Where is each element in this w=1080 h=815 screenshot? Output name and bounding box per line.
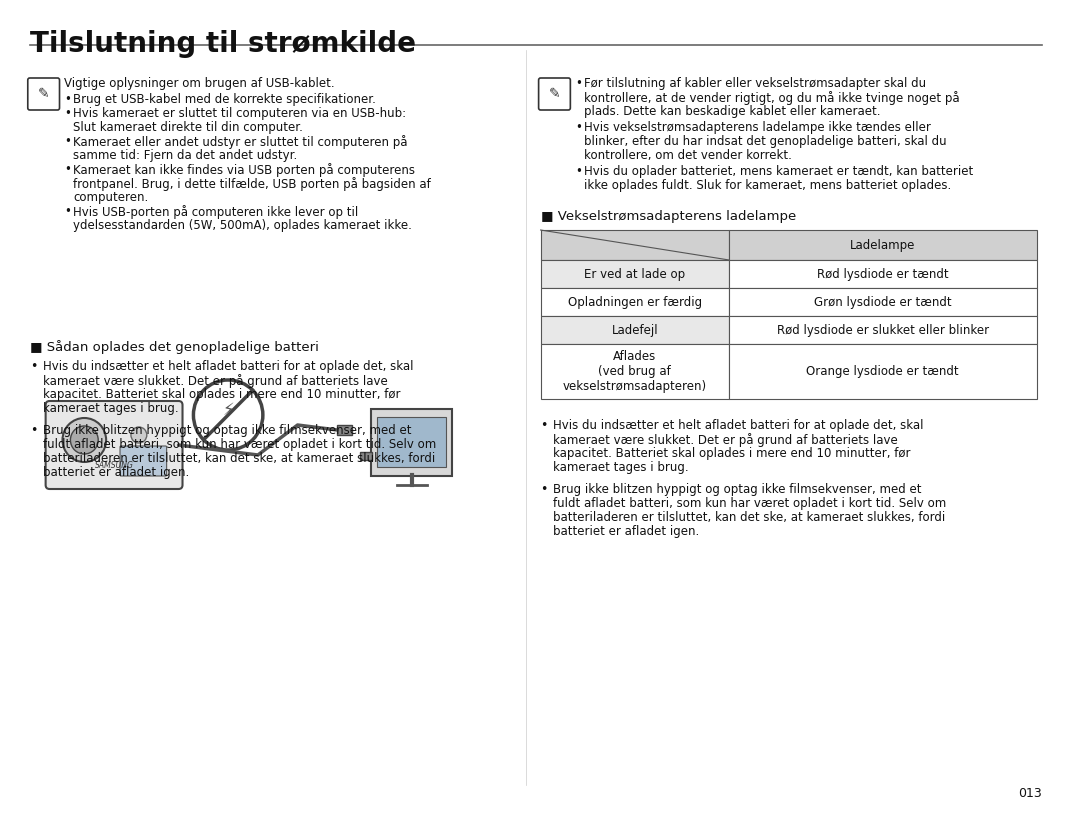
Text: kameraet være slukket. Det er på grund af batteriets lave: kameraet være slukket. Det er på grund a… [42, 374, 388, 388]
Text: •: • [576, 165, 582, 178]
Text: ■ Vekselstrømsadapterens ladelampe: ■ Vekselstrømsadapterens ladelampe [541, 210, 796, 223]
Text: frontpanel. Brug, i dette tilfælde, USB porten på bagsiden af: frontpanel. Brug, i dette tilfælde, USB … [73, 177, 431, 191]
Bar [729, 344, 1037, 399]
Text: Aflades
(ved brug af
vekselstrømsadapteren): Aflades (ved brug af vekselstrømsadapter… [563, 350, 707, 393]
Text: Vigtige oplysninger om brugen af USB-kablet.: Vigtige oplysninger om brugen af USB-kab… [65, 77, 335, 90]
FancyBboxPatch shape [337, 425, 352, 435]
Text: Kameraet eller andet udstyr er sluttet til computeren på: Kameraet eller andet udstyr er sluttet t… [73, 135, 408, 149]
FancyBboxPatch shape [370, 409, 453, 476]
Text: Grøn lysdiode er tændt: Grøn lysdiode er tændt [814, 296, 951, 309]
Text: kameraet være slukket. Det er på grund af batteriets lave: kameraet være slukket. Det er på grund a… [553, 433, 899, 447]
Text: kontrollere, om det vender korrekt.: kontrollere, om det vender korrekt. [584, 149, 792, 162]
Text: •: • [65, 205, 71, 218]
FancyBboxPatch shape [28, 78, 59, 110]
Text: plads. Dette kan beskadige kablet eller kameraet.: plads. Dette kan beskadige kablet eller … [584, 105, 881, 118]
Bar [729, 288, 1037, 316]
FancyBboxPatch shape [45, 401, 183, 489]
Text: Tilslutning til strømkilde: Tilslutning til strømkilde [30, 30, 416, 58]
Text: •: • [30, 360, 37, 373]
Text: •: • [65, 163, 71, 176]
Text: fuldt afladet batteri, som kun har været opladet i kort tid. Selv om: fuldt afladet batteri, som kun har været… [42, 438, 436, 451]
Text: •: • [65, 135, 71, 148]
Text: Ladefejl: Ladefejl [611, 324, 658, 337]
Bar [541, 230, 729, 260]
Text: ■ Sådan oplades det genopladelige batteri: ■ Sådan oplades det genopladelige batter… [30, 340, 319, 354]
Text: Rød lysdiode er tændt: Rød lysdiode er tændt [816, 267, 948, 280]
Text: Før tilslutning af kabler eller vekselstrømsadapter skal du: Før tilslutning af kabler eller vekselst… [584, 77, 927, 90]
Text: ✎: ✎ [38, 87, 50, 101]
Text: computeren.: computeren. [73, 191, 149, 204]
Text: •: • [541, 419, 548, 432]
Text: Brug ikke blitzen hyppigt og optag ikke filmsekvenser, med et: Brug ikke blitzen hyppigt og optag ikke … [553, 483, 922, 496]
FancyBboxPatch shape [120, 446, 166, 476]
Text: batteriladeren er tilsluttet, kan det ske, at kameraet slukkes, fordi: batteriladeren er tilsluttet, kan det sk… [553, 511, 946, 524]
FancyBboxPatch shape [360, 452, 372, 460]
Text: •: • [65, 107, 71, 120]
FancyBboxPatch shape [377, 417, 446, 467]
Text: kameraet tages i brug.: kameraet tages i brug. [42, 402, 178, 415]
Text: •: • [65, 93, 71, 106]
Text: kameraet tages i brug.: kameraet tages i brug. [553, 461, 689, 474]
Circle shape [63, 418, 106, 462]
Text: 013: 013 [1017, 787, 1041, 800]
Text: SAMSUNG: SAMSUNG [95, 460, 134, 469]
Text: ⚡: ⚡ [222, 401, 234, 419]
Text: kontrollere, at de vender rigtigt, og du må ikke tvinge noget på: kontrollere, at de vender rigtigt, og du… [584, 91, 960, 105]
Text: •: • [576, 77, 582, 90]
Text: Opladningen er færdig: Opladningen er færdig [568, 296, 702, 309]
Text: Slut kameraet direkte til din computer.: Slut kameraet direkte til din computer. [73, 121, 303, 134]
Text: batteriet er afladet igen.: batteriet er afladet igen. [42, 466, 189, 479]
Text: Er ved at lade op: Er ved at lade op [584, 267, 686, 280]
Bar [729, 260, 1037, 288]
Text: Brug ikke blitzen hyppigt og optag ikke filmsekvenser, med et: Brug ikke blitzen hyppigt og optag ikke … [42, 424, 411, 437]
Text: •: • [541, 483, 548, 496]
Text: batteriladeren er tilsluttet, kan det ske, at kameraet slukkes, fordi: batteriladeren er tilsluttet, kan det sk… [42, 452, 435, 465]
Circle shape [131, 427, 147, 443]
Circle shape [193, 380, 262, 450]
Text: fuldt afladet batteri, som kun har været opladet i kort tid. Selv om: fuldt afladet batteri, som kun har været… [553, 497, 947, 510]
FancyBboxPatch shape [539, 78, 570, 110]
Text: Hvis du oplader batteriet, mens kameraet er tændt, kan batteriet: Hvis du oplader batteriet, mens kameraet… [584, 165, 973, 178]
Circle shape [70, 426, 98, 454]
Text: ikke oplades fuldt. Sluk for kameraet, mens batteriet oplades.: ikke oplades fuldt. Sluk for kameraet, m… [584, 179, 951, 192]
Text: ydelsesstandarden (5W, 500mA), oplades kameraet ikke.: ydelsesstandarden (5W, 500mA), oplades k… [73, 219, 413, 232]
Text: Rød lysdiode er slukket eller blinker: Rød lysdiode er slukket eller blinker [777, 324, 989, 337]
Text: Hvis kameraet er sluttet til computeren via en USB-hub:: Hvis kameraet er sluttet til computeren … [73, 107, 406, 120]
Bar [729, 230, 1037, 260]
Text: kapacitet. Batteriet skal oplades i mere end 10 minutter, før: kapacitet. Batteriet skal oplades i mere… [553, 447, 912, 460]
Text: Hvis du indsætter et helt afladet batteri for at oplade det, skal: Hvis du indsætter et helt afladet batter… [42, 360, 414, 373]
Text: blinker, efter du har indsat det genopladelige batteri, skal du: blinker, efter du har indsat det genopla… [584, 135, 947, 148]
Bar [541, 344, 729, 399]
Circle shape [134, 448, 144, 458]
Bar [541, 316, 729, 344]
Text: Hvis du indsætter et helt afladet batteri for at oplade det, skal: Hvis du indsætter et helt afladet batter… [553, 419, 924, 432]
Text: Brug et USB-kabel med de korrekte specifikationer.: Brug et USB-kabel med de korrekte specif… [73, 93, 376, 106]
Bar [541, 260, 729, 288]
Text: batteriet er afladet igen.: batteriet er afladet igen. [553, 525, 700, 538]
Text: Kameraet kan ikke findes via USB porten på computerens: Kameraet kan ikke findes via USB porten … [73, 163, 416, 177]
Text: samme tid: Fjern da det andet udstyr.: samme tid: Fjern da det andet udstyr. [73, 149, 298, 162]
Text: Hvis USB-porten på computeren ikke lever op til: Hvis USB-porten på computeren ikke lever… [73, 205, 359, 219]
Text: Hvis vekselstrømsadapterens ladelampe ikke tændes eller: Hvis vekselstrømsadapterens ladelampe ik… [584, 121, 931, 134]
Bar [541, 288, 729, 316]
Bar [729, 316, 1037, 344]
Text: Orange lysdiode er tændt: Orange lysdiode er tændt [807, 365, 959, 378]
Text: ✎: ✎ [549, 87, 561, 101]
Text: •: • [30, 424, 37, 437]
Text: •: • [576, 121, 582, 134]
Text: Ladelampe: Ladelampe [850, 239, 916, 252]
Text: kapacitet. Batteriet skal oplades i mere end 10 minutter, før: kapacitet. Batteriet skal oplades i mere… [42, 388, 401, 401]
